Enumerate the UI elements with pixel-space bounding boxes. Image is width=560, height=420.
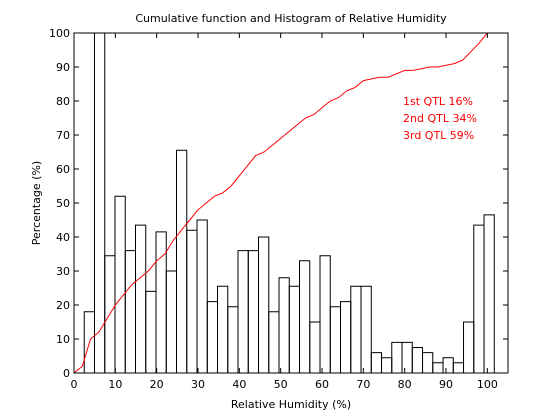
x-tick-label: 40	[232, 378, 246, 391]
histogram-bin	[94, 33, 106, 373]
cumulative-line	[74, 33, 496, 373]
y-tick-label: 30	[56, 265, 70, 278]
y-tick-label: 60	[56, 163, 70, 176]
histogram-bin	[196, 219, 208, 373]
histogram-bin	[299, 260, 311, 373]
histogram-bin	[258, 236, 270, 373]
y-tick-label: 80	[56, 95, 70, 108]
x-tick-label: 100	[477, 378, 498, 391]
x-tick-label: 90	[439, 378, 453, 391]
y-tick-label: 100	[49, 27, 70, 40]
y-tick-label: 0	[63, 367, 70, 380]
quartile-annotation: 3rd QTL 59%	[403, 129, 474, 142]
y-axis-label: Percentage (%)	[30, 161, 43, 245]
y-tick-label: 70	[56, 129, 70, 142]
x-tick-label: 70	[356, 378, 370, 391]
histogram-bin	[360, 285, 372, 373]
quartile-annotation: 1st QTL 16%	[403, 95, 473, 108]
y-tick-label: 10	[56, 333, 70, 346]
x-tick-label: 30	[191, 378, 205, 391]
y-tick-label: 20	[56, 299, 70, 312]
y-tick-label: 50	[56, 197, 70, 210]
x-tick-label: 50	[274, 378, 288, 391]
plot-area	[74, 33, 496, 373]
x-tick-label: 80	[398, 378, 412, 391]
x-axis-label: Relative Humidity (%)	[231, 398, 351, 411]
chart-title: Cumulative function and Histogram of Rel…	[135, 12, 447, 25]
x-tick-label: 60	[315, 378, 329, 391]
y-tick-label: 90	[56, 61, 70, 74]
x-tick-label: 20	[150, 378, 164, 391]
y-tick-label: 40	[56, 231, 70, 244]
x-tick-label: 10	[108, 378, 122, 391]
histogram-bin	[483, 214, 495, 373]
x-tick-label: 0	[71, 378, 78, 391]
quartile-annotation: 2nd QTL 34%	[403, 112, 477, 125]
